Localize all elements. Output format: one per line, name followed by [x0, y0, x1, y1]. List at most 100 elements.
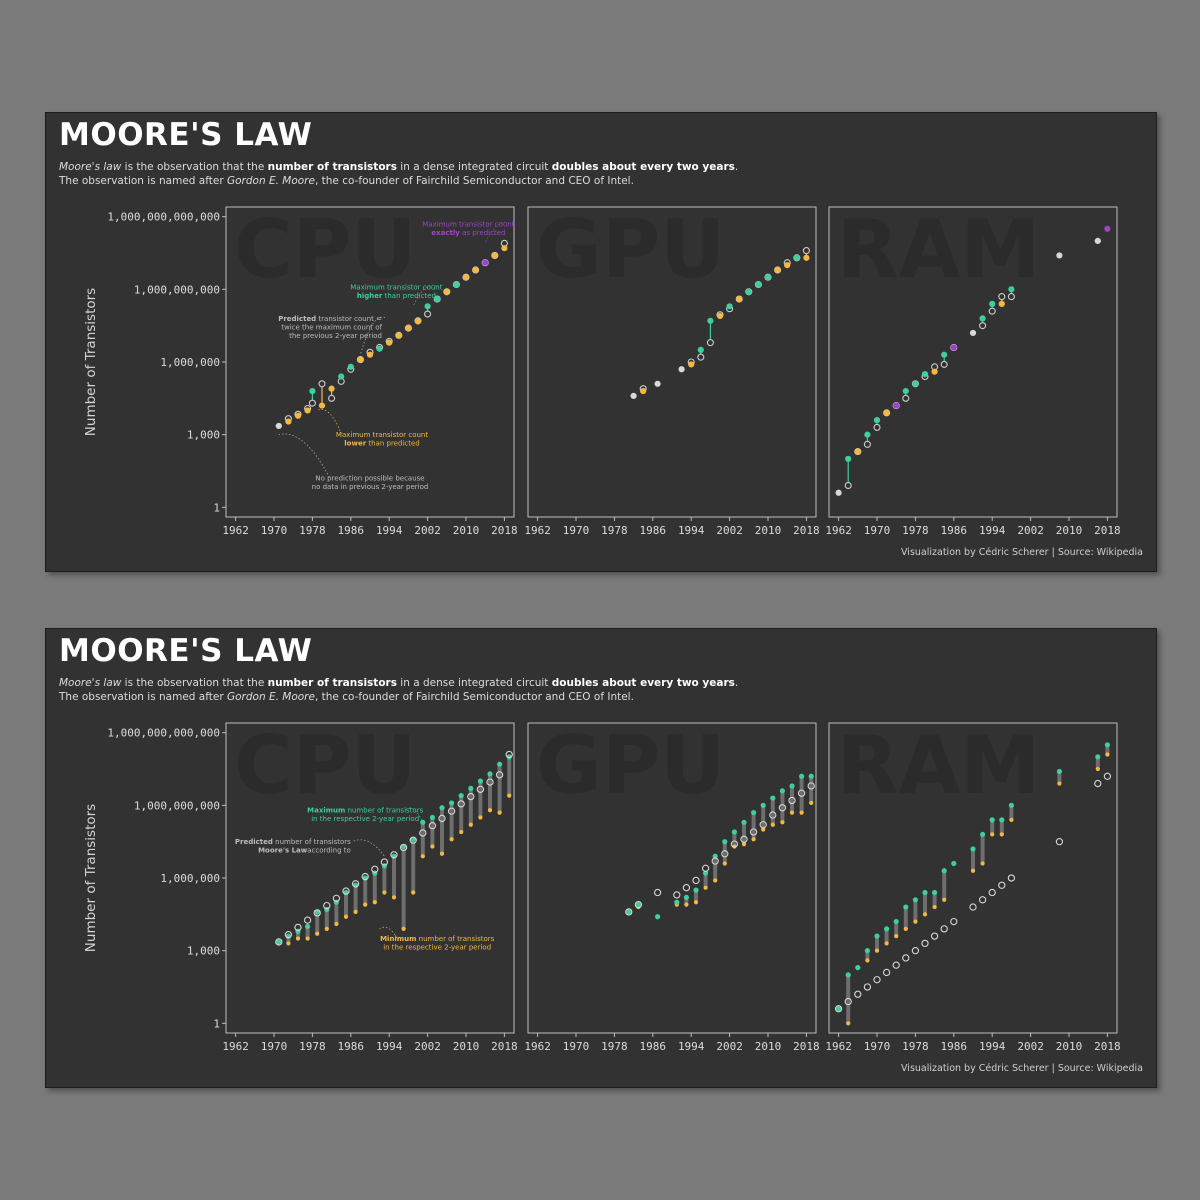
predicted-point — [486, 778, 494, 786]
predicted-point — [467, 792, 475, 801]
annotation: Maximum transistor count exactly as predi… — [422, 220, 515, 244]
min-point — [990, 832, 995, 837]
min-point — [884, 941, 889, 946]
x-tick-label: 1986 — [338, 1040, 365, 1053]
annotation-line: number of transistors — [416, 935, 494, 943]
max-point — [874, 933, 880, 939]
y-tick-label: 1,000 — [187, 429, 220, 442]
panel-label: CPU — [234, 203, 416, 296]
panel-frame — [225, 722, 515, 1034]
subtitle-line-1: Moore's law is the observation that the … — [59, 677, 739, 689]
predicted-point — [476, 785, 485, 794]
predicted-point — [351, 880, 360, 888]
max-point — [931, 368, 938, 375]
max-point — [793, 254, 800, 261]
annotation-connector — [317, 409, 342, 435]
x-tick-label: 2002 — [414, 1040, 441, 1053]
max-point — [434, 295, 441, 303]
annotation-line: Maximum transistor count — [350, 283, 442, 291]
predicted-point — [1094, 779, 1102, 788]
max-point — [736, 295, 743, 303]
min-point — [770, 822, 775, 827]
max-point — [449, 800, 455, 806]
max-point — [443, 288, 450, 295]
max-point — [950, 344, 957, 351]
annotation-line: number of transistors — [345, 807, 423, 815]
max-point — [482, 259, 489, 266]
min-point — [411, 890, 416, 895]
min-point — [497, 810, 502, 815]
max-point — [1104, 742, 1110, 748]
min-point — [913, 919, 918, 924]
max-point — [458, 793, 464, 799]
predicted-point — [788, 796, 796, 805]
max-point — [472, 266, 479, 274]
predicted-point — [313, 909, 321, 917]
predicted-point — [634, 900, 643, 909]
panel-ram: RAM 1962 1970 1978 1986 1994 2002 2010 2018 — [825, 203, 1120, 537]
panel-frame — [225, 206, 515, 518]
min-point — [713, 878, 718, 883]
max-point — [835, 489, 842, 496]
min-point — [980, 861, 985, 866]
max-point — [294, 412, 302, 419]
max-point — [864, 948, 871, 954]
panel-gpu: GPU 1962 1970 1978 1986 1994 2002 2010 2018 — [524, 203, 819, 537]
min-point — [382, 890, 387, 895]
max-point — [414, 318, 422, 325]
predicted-point — [797, 789, 806, 797]
predicted-point — [323, 901, 331, 910]
max-point — [803, 254, 810, 261]
panel-label: GPU — [536, 203, 725, 296]
min-point — [305, 936, 310, 941]
panel-ram: RAM 1962 1970 1978 1986 1994 2002 2010 2018 — [825, 719, 1120, 1053]
max-point — [395, 332, 402, 339]
max-point — [999, 817, 1005, 823]
max-point — [703, 870, 709, 876]
max-point — [989, 817, 995, 823]
x-tick-label: 2018 — [793, 1040, 820, 1053]
subtitle-line-2: The observation is named after Gordon E.… — [59, 175, 634, 187]
max-point — [635, 902, 642, 908]
y-tick-label: 1 — [213, 1017, 220, 1030]
predicted-point — [988, 888, 996, 897]
x-tick-label: 1994 — [376, 524, 403, 537]
max-point — [487, 771, 493, 777]
subtitle-line-2: The observation is named after Gordon E.… — [59, 691, 634, 703]
max-point — [366, 351, 374, 358]
predicted-point — [778, 804, 787, 812]
max-point — [1008, 286, 1015, 293]
max-point — [453, 281, 460, 288]
predicted-point — [424, 310, 432, 318]
predicted-point — [428, 822, 437, 830]
annotation-emphasis: Predicted — [235, 838, 273, 846]
max-point — [424, 303, 431, 310]
x-tick-label: 1970 — [563, 524, 590, 537]
predicted-point — [303, 916, 312, 924]
x-tick-label: 1978 — [601, 1040, 628, 1053]
max-point — [932, 889, 938, 896]
max-point — [276, 939, 282, 945]
max-point — [654, 380, 661, 387]
x-tick-label: 2002 — [716, 524, 743, 537]
max-point — [439, 805, 445, 811]
max-point — [884, 926, 890, 932]
annotation-text: No prediction possible because no data in… — [312, 475, 429, 492]
max-point — [864, 431, 871, 438]
panel-label: RAM — [837, 719, 1040, 812]
predicted-point — [769, 811, 777, 819]
chart-card-bottom: MOORE'S LAW Moore's law is the observati… — [45, 628, 1157, 1088]
max-point — [462, 274, 470, 281]
y-tick-label: 1,000 — [187, 945, 220, 958]
chart-subtitle: Moore's law is the observation that the … — [59, 160, 738, 188]
min-point — [343, 914, 349, 919]
x-tick-label: 1978 — [902, 1040, 929, 1053]
predicted-point — [979, 322, 987, 330]
min-point — [1057, 781, 1062, 786]
predicted-point — [308, 399, 316, 407]
predicted-point — [844, 481, 852, 490]
min-point — [1095, 766, 1100, 772]
annotation-text: Maximum transistor count higher than pred… — [350, 283, 442, 300]
y-tick-label: 1,000,000,000,000 — [107, 211, 220, 224]
x-tick-label: 1994 — [678, 524, 705, 537]
